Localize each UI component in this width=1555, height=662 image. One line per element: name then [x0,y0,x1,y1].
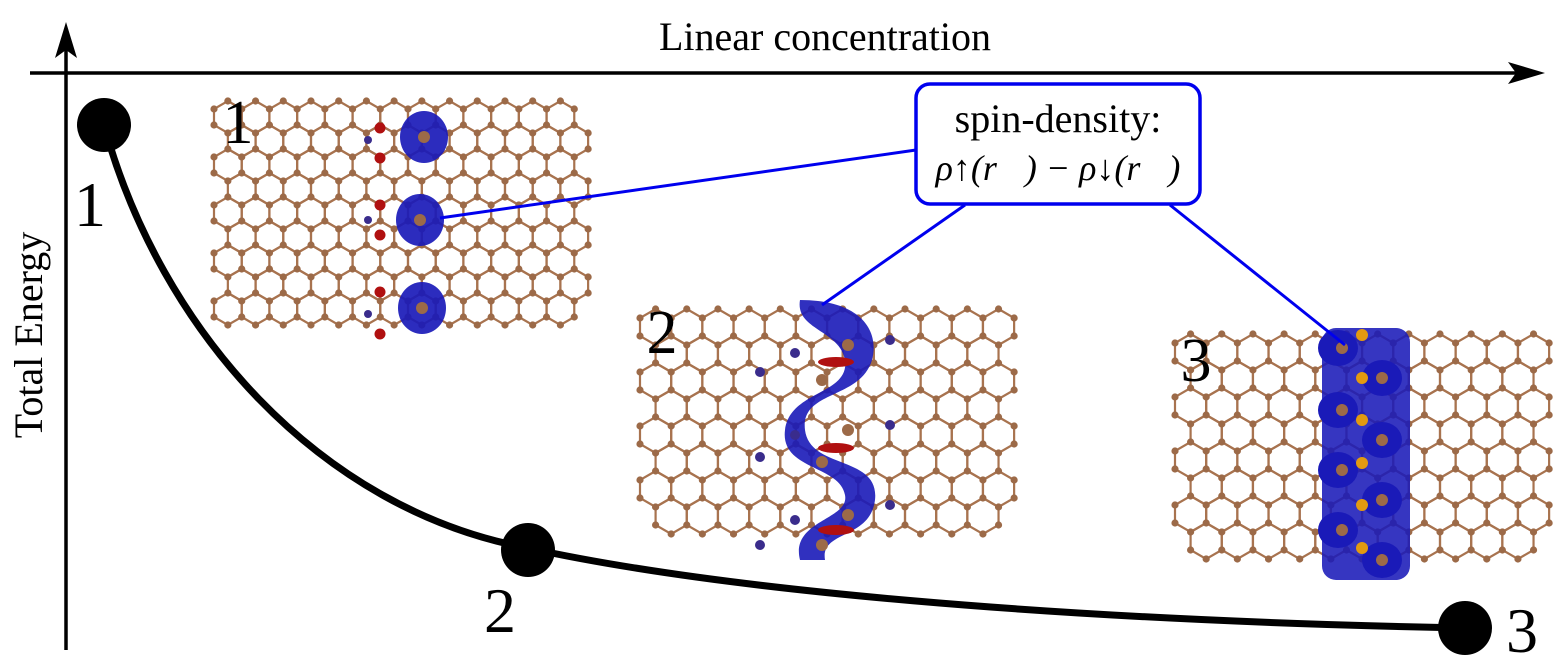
spin-density-blobs-2 [755,300,895,560]
inset-label-3: 3 [1181,327,1212,395]
inset-label-2: 2 [647,299,678,367]
spin-density-blobs-3 [1318,328,1410,580]
callout-title: spin-density: [955,96,1162,141]
lattice-inset-2 [636,305,1018,538]
data-point-3 [1438,601,1492,655]
point-label-3: 3 [1506,595,1538,662]
data-point-1 [77,98,131,152]
x-axis-label: Linear concentration [659,14,991,59]
point-label-1: 1 [74,169,106,240]
energy-curve [100,121,1469,632]
callout-connector-2 [821,203,966,307]
point-label-2: 2 [484,575,516,646]
y-axis-label: Total Energy [6,232,51,438]
x-axis-arrowhead [1508,62,1545,84]
spin-density-blobs-1 [364,111,448,340]
lattice-inset-1 [210,97,592,329]
callout-formula: ρ↑(r⃗) − ρ↓(r⃗) [935,148,1181,188]
data-point-2 [501,523,555,577]
y-axis-arrowhead [55,22,77,58]
spin-density-callout-box [914,82,1202,206]
callout-connector-1 [439,148,917,220]
inset-label-1: 1 [223,89,254,157]
callout-connector-3 [1169,203,1346,347]
